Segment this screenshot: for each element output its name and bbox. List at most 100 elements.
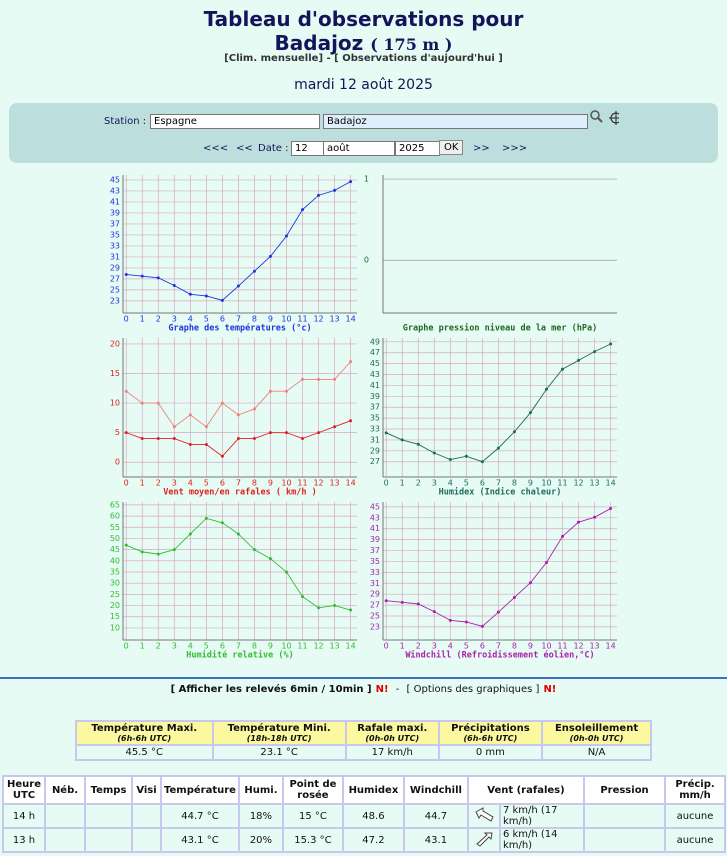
header-sub: (0h-0h UTC) (569, 734, 624, 743)
station-title: Badajoz ( 175 m ) (0, 31, 727, 55)
point (609, 507, 613, 511)
prev-month[interactable]: <<< (203, 143, 229, 154)
y-tick-label: 47 (370, 348, 380, 357)
point (416, 442, 420, 446)
data-cell: 7 km/h (17 km/h) (498, 803, 586, 829)
point (384, 431, 388, 435)
x-tick-label: 3 (172, 642, 177, 651)
y-tick-label: 33 (370, 568, 380, 577)
y-tick-label: 29 (110, 263, 120, 272)
x-tick-label: 6 (480, 642, 485, 651)
point (593, 515, 597, 519)
point (333, 377, 337, 381)
data-cell: aucune (664, 827, 726, 853)
x-tick-label: 13 (329, 642, 339, 651)
point (236, 532, 240, 536)
x-tick-label: 6 (480, 479, 485, 488)
header-row: Heure UTC Néb. Temps Visi Température Humi. Po… (2, 775, 726, 805)
data-cell (44, 827, 86, 853)
data-cell (44, 803, 86, 829)
point (349, 360, 353, 364)
value-cell: 45.5 °C (75, 744, 214, 761)
link[interactable]: [ Options des graphiques ] (406, 684, 540, 695)
icons[interactable] (589, 109, 619, 127)
x-tick-label: 11 (297, 479, 307, 488)
chart-title: Humidex (Indice chaleur) (439, 487, 562, 498)
data-cell (583, 827, 666, 853)
x-tick-label: 6 (220, 642, 225, 651)
x-tick-label: 9 (528, 642, 533, 651)
x-tick-label: 13 (329, 315, 339, 324)
day-select[interactable]: 12 (291, 141, 325, 156)
y-tick-label: 25 (370, 612, 380, 621)
point (577, 520, 581, 524)
point (317, 431, 321, 435)
chart-title: Graphe des températures (°c) (168, 323, 311, 334)
point (252, 548, 256, 552)
point (416, 602, 420, 606)
point (301, 377, 305, 381)
point (301, 437, 305, 441)
y-tick-label: 50 (110, 534, 120, 543)
point (252, 269, 256, 273)
header-sub: (18h-18h UTC) (246, 734, 312, 743)
ok-button[interactable]: OK (439, 140, 464, 155)
y-tick-label: 5 (115, 428, 120, 437)
point (236, 284, 240, 288)
x-tick-label: 1 (140, 479, 145, 488)
x-tick-label: 3 (432, 479, 437, 488)
prev-day[interactable]: << (236, 143, 253, 154)
y-tick-label: 31 (370, 435, 380, 444)
link[interactable]: [ Observations d'aujourd'hui ] (334, 53, 503, 64)
next-month[interactable]: >>> (502, 143, 528, 154)
point (464, 454, 468, 458)
value-cell: 17 km/h (344, 744, 440, 761)
x-tick-label: 12 (313, 315, 323, 324)
chart-title: Vent moyen/en rafales ( km/h ) (163, 488, 317, 498)
x-tick-label: 8 (512, 642, 517, 651)
header-cell: Pression (583, 775, 666, 805)
link[interactable]: [ Afficher les relevés 6min / 10min ] (170, 684, 372, 695)
data-cell: 18% (237, 803, 284, 829)
point (577, 358, 581, 362)
link[interactable]: [Clim. mensuelle] (224, 53, 324, 64)
x-tick-label: 8 (512, 479, 517, 488)
x-tick-label: 2 (416, 479, 421, 488)
header-cell: Précipitations (6h-6h UTC) (437, 720, 544, 746)
x-tick-label: 10 (281, 479, 291, 488)
chart-title: Humidité relative (%) (186, 650, 293, 661)
city-select[interactable]: Badajoz (323, 114, 588, 129)
header-cell: Température (160, 775, 240, 805)
country-select[interactable]: Espagne (150, 114, 320, 129)
point (561, 367, 565, 371)
y-tick-label: 23 (110, 296, 120, 305)
new-badge: N! (375, 684, 389, 695)
point (220, 298, 224, 302)
x-tick-label: 8 (252, 315, 257, 324)
month-select[interactable]: août (323, 141, 395, 156)
x-tick-label: 7 (496, 642, 501, 651)
y-tick-label: 27 (110, 274, 120, 283)
year-select[interactable]: 2025 (395, 141, 440, 156)
y-tick-label: 10 (110, 623, 120, 632)
arrow-icon (475, 806, 494, 822)
y-tick-label: 29 (370, 446, 380, 455)
next-day[interactable]: >> (473, 143, 490, 154)
y-tick-label: 0 (364, 256, 369, 265)
point (528, 411, 532, 415)
point (317, 193, 321, 197)
y-tick-label: 45 (110, 545, 120, 554)
point (349, 608, 353, 612)
wind-arrow (466, 827, 501, 853)
point (349, 419, 353, 423)
station-name: Badajoz (274, 31, 364, 55)
x-tick-label: 10 (281, 315, 291, 324)
point (188, 292, 192, 296)
header-cell: Température Maxi. (6h-6h UTC) (75, 720, 214, 746)
x-tick-label: 12 (573, 642, 583, 651)
header-cell: Précip. mm/h (664, 775, 726, 805)
x-tick-label: 4 (188, 642, 193, 651)
y-tick-label: 43 (110, 186, 120, 195)
x-tick-label: 12 (313, 642, 323, 651)
point (124, 273, 128, 277)
